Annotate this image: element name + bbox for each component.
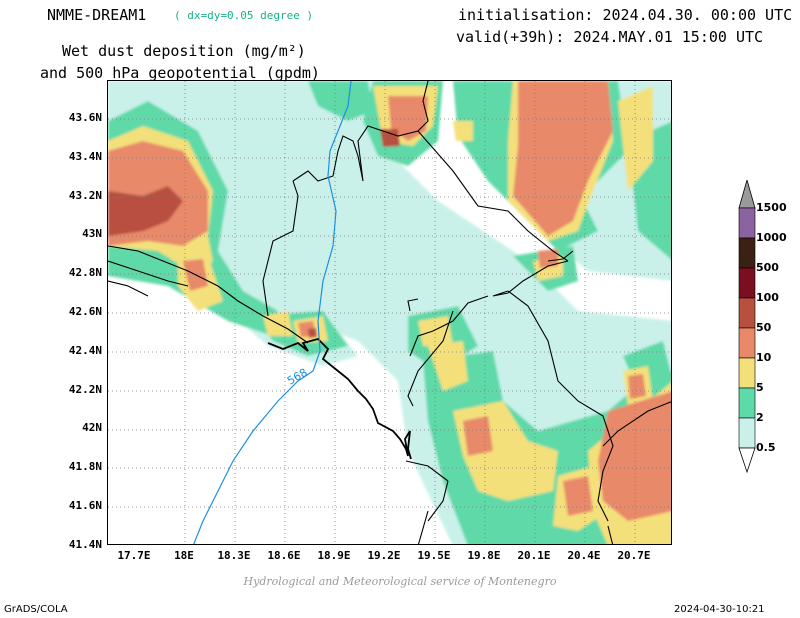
lon-label: 19.2E: [367, 549, 401, 562]
lon-label: 20.1E: [517, 549, 551, 562]
colorbar-swatch-100: [738, 297, 756, 329]
geopotential-contour: [193, 81, 352, 544]
lat-label: 43.6N: [68, 111, 102, 124]
lon-label: 18.6E: [267, 549, 301, 562]
credit-line: Hydrological and Meteorological service …: [243, 575, 557, 588]
colorbar-label: 2: [756, 411, 764, 424]
colorbar-label: 1000: [756, 231, 787, 244]
valid-time: valid(+39h): 2024.MAY.01 15:00 UTC: [456, 28, 764, 46]
lat-label: 42N: [82, 421, 102, 435]
lat-label: 41.8N: [68, 460, 102, 474]
lat-label: 42.6N: [68, 305, 102, 318]
lat-label: 43N: [82, 227, 102, 241]
lon-label: 18E: [174, 549, 194, 562]
lat-label: 41.4N: [68, 537, 102, 551]
colorbar-swatch-5: [738, 387, 756, 419]
colorbar-swatch-50: [738, 327, 756, 359]
map-title-line-2: and 500 hPa geopotential (gpdm): [40, 64, 320, 82]
lat-label: 43.2N: [68, 188, 102, 202]
lat-label: 43.4N: [68, 149, 102, 163]
footer-timestamp: 2024-04-30-10:21: [674, 604, 765, 615]
lon-label: 18.3E: [217, 549, 251, 562]
lon-label: 19.8E: [467, 549, 501, 562]
footer-software: GrADS/COLA: [4, 604, 68, 615]
colorbar-top-arrow: [738, 178, 756, 209]
colorbar-swatch-10: [738, 357, 756, 389]
country-borders: [108, 81, 671, 544]
lon-label: 20.4E: [567, 549, 601, 562]
colorbar-label: 50: [756, 321, 772, 334]
lat-label: 41.6N: [68, 499, 102, 512]
lat-label: 42.8N: [68, 266, 102, 280]
colorbar-label: 100: [756, 291, 779, 304]
colorbar-label: 0.5: [756, 441, 776, 454]
colorbar-swatch-1000: [738, 237, 756, 269]
colorbar-label: 5: [756, 381, 764, 394]
colorbar-label: 10: [756, 351, 772, 364]
map-gridlines: [108, 81, 671, 544]
model-name: NMME-DREAM1: [47, 6, 147, 24]
colorbar-label: 500: [756, 261, 779, 274]
lat-label: 42.4N: [68, 343, 102, 357]
map-panel: 568: [107, 80, 672, 545]
colorbar-swatch-2: [738, 417, 756, 449]
initialisation-time: initialisation: 2024.04.30. 00:00 UTC: [458, 6, 793, 24]
model-resolution: ( dx=dy=0.05 degree ): [174, 9, 314, 22]
colorbar: [735, 178, 759, 480]
lon-label: 17.7E: [117, 549, 151, 562]
colorbar-swatch-1500: [738, 207, 756, 239]
map-title-line-1: Wet dust deposition (mg/m²): [62, 42, 306, 60]
lon-label: 20.7E: [617, 549, 651, 562]
geopotential-contour-label: 568: [285, 366, 310, 388]
colorbar-swatch-500: [738, 267, 756, 299]
colorbar-bottom-arrow: [738, 447, 756, 474]
lon-label: 19.5E: [417, 549, 451, 562]
lat-label: 42.2N: [68, 382, 102, 396]
colorbar-label: 1500: [756, 201, 787, 214]
map-canvas: 568: [108, 81, 671, 544]
lon-label: 18.9E: [317, 549, 351, 562]
coastline: [267, 337, 412, 460]
